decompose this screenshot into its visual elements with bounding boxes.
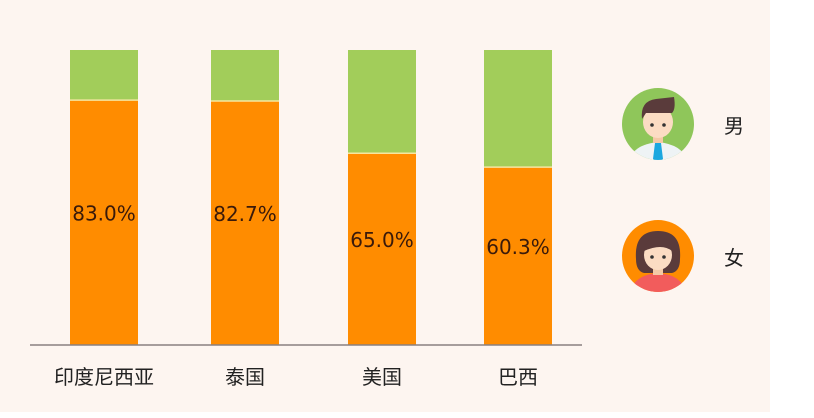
x-tick-label: 印度尼西亚 <box>54 365 154 389</box>
data-label: 65.0% <box>350 228 414 252</box>
bar-female-1 <box>211 101 279 345</box>
bar-female-0 <box>70 100 138 346</box>
bar-male-0 <box>70 50 138 101</box>
legend-female: 女 <box>622 219 744 293</box>
bar-female-2 <box>348 153 416 345</box>
bar-male-1 <box>211 50 279 102</box>
bar-male-3 <box>484 50 552 168</box>
x-tick-label: 泰国 <box>225 365 265 389</box>
data-label: 60.3% <box>486 235 550 259</box>
female-avatar-icon <box>622 220 694 292</box>
male-avatar-icon <box>622 88 694 160</box>
data-label: 82.7% <box>213 202 277 226</box>
bar-male-2 <box>348 50 416 154</box>
x-tick-label: 巴西 <box>498 365 538 389</box>
x-tick-label: 美国 <box>362 365 402 389</box>
legend-male: 男 <box>622 87 744 161</box>
bar-female-3 <box>484 167 552 345</box>
legend-label-female: 女 <box>724 245 744 270</box>
data-label: 83.0% <box>72 202 136 226</box>
legend-label-male: 男 <box>724 113 744 138</box>
